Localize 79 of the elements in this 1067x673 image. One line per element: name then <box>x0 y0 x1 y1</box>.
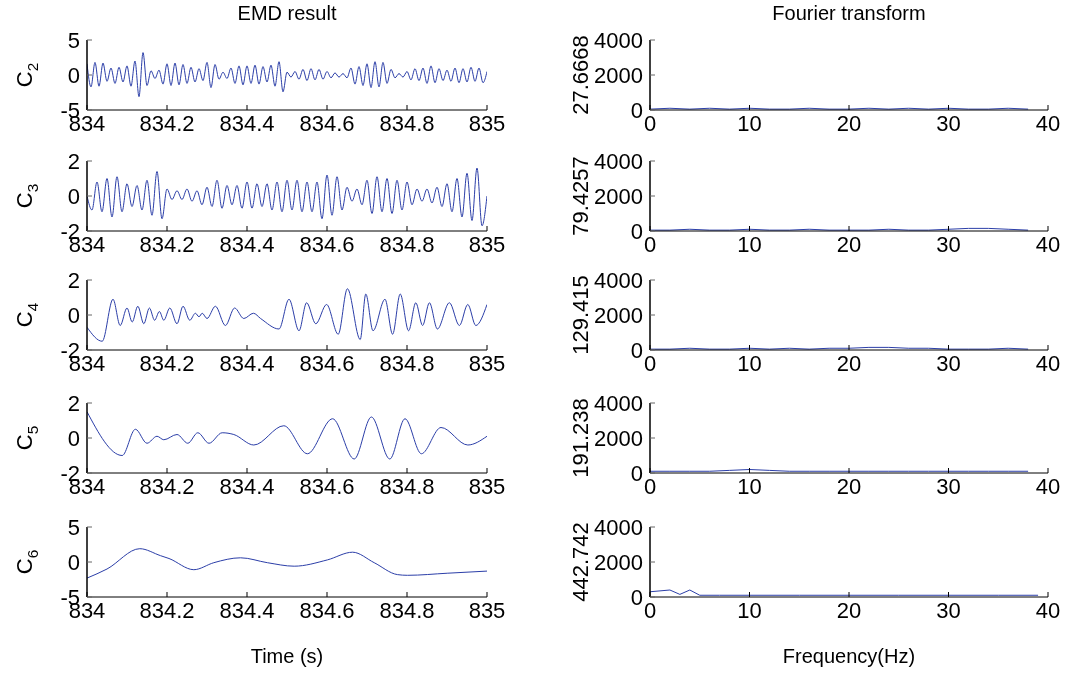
x-tick-label: 834.4 <box>219 350 275 376</box>
x-tick-label: 30 <box>936 473 961 499</box>
y-axis-title: 442.742 <box>567 522 593 602</box>
x-tick-label: 834.6 <box>299 473 355 499</box>
x-tick-label: 834.2 <box>139 110 195 136</box>
x-tick-label: 20 <box>836 231 862 257</box>
y-tick-label: 2 <box>67 148 80 174</box>
y-tick-label: 2000 <box>594 183 643 209</box>
y-tick-label: 2000 <box>594 549 643 575</box>
y-axis-title: 27.6668 <box>567 35 593 115</box>
x-tick-label: 30 <box>936 110 961 136</box>
x-tick-label: 40 <box>1035 231 1061 257</box>
chart-title: EMD result <box>236 2 338 25</box>
y-tick-label: 5 <box>67 27 80 53</box>
y-tick-label: 4000 <box>594 514 643 540</box>
x-tick-label: 40 <box>1035 350 1061 376</box>
x-tick-label: 834.8 <box>379 350 435 376</box>
x-tick-label: 10 <box>737 350 762 376</box>
y-tick-label: 2000 <box>594 425 643 451</box>
x-tick-label: 40 <box>1035 597 1061 623</box>
x-tick-label: 834.2 <box>139 231 195 257</box>
x-tick-label: 40 <box>1035 473 1061 499</box>
x-tick-label: 834.6 <box>299 231 355 257</box>
x-tick-label: 834.4 <box>219 231 275 257</box>
line-series <box>87 411 487 460</box>
line-series <box>87 548 487 579</box>
x-tick-label: 834.8 <box>379 597 435 623</box>
y-tick-label: 0 <box>67 549 80 575</box>
x-tick-label: 834.6 <box>299 110 355 136</box>
x-tick-label: 834.8 <box>379 231 435 257</box>
x-tick-label: 834.4 <box>219 597 275 623</box>
y-tick-label: 5 <box>67 514 80 540</box>
x-tick-label: 10 <box>737 473 762 499</box>
y-axis-title: 79.4257 <box>567 156 593 236</box>
line-series <box>87 167 487 227</box>
x-tick-label: 834.4 <box>219 473 275 499</box>
y-tick-label: 2000 <box>594 62 643 88</box>
x-tick-label: 20 <box>836 350 862 376</box>
x-tick-label: 30 <box>936 231 961 257</box>
y-tick-label: 0 <box>67 183 80 209</box>
x-tick-label: 834.6 <box>299 597 355 623</box>
x-tick-label: 834.2 <box>139 597 195 623</box>
x-tick-label: 835 <box>468 350 506 376</box>
x-tick-label: 30 <box>936 597 961 623</box>
line-series <box>87 288 487 342</box>
x-tick-label: 20 <box>836 110 862 136</box>
x-tick-label: 10 <box>737 110 762 136</box>
chart-title: Fourier transform <box>771 2 927 25</box>
y-tick-label: 0 <box>67 62 80 88</box>
x-tick-label: 835 <box>468 231 506 257</box>
y-tick-label: 2000 <box>594 302 643 328</box>
y-axis-title: 191.238 <box>567 398 593 478</box>
x-tick-label: 834.2 <box>139 473 195 499</box>
y-tick-label: 2 <box>67 267 80 293</box>
x-tick-label: 20 <box>836 473 862 499</box>
y-tick-label: 0 <box>67 425 80 451</box>
y-tick-label: 4000 <box>594 27 643 53</box>
y-tick-label: 4000 <box>594 148 643 174</box>
x-tick-label: 834.2 <box>139 350 195 376</box>
y-tick-label: 2 <box>67 390 80 416</box>
x-tick-label: 835 <box>468 110 506 136</box>
x-axis-title: Frequency(Hz) <box>781 645 917 668</box>
x-tick-label: 834.8 <box>379 110 435 136</box>
x-tick-label: 10 <box>737 597 762 623</box>
x-tick-label: 30 <box>936 350 961 376</box>
x-axis-title: Time (s) <box>249 645 325 668</box>
x-tick-label: 20 <box>836 597 862 623</box>
y-tick-label: 0 <box>67 302 80 328</box>
y-axis-title: 129.415 <box>567 275 593 355</box>
x-tick-label: 834.6 <box>299 350 355 376</box>
x-tick-label: 835 <box>468 597 506 623</box>
line-series <box>87 52 487 98</box>
x-tick-label: 40 <box>1035 110 1061 136</box>
x-tick-label: 834.4 <box>219 110 275 136</box>
x-tick-label: 10 <box>737 231 762 257</box>
y-tick-label: 4000 <box>594 267 643 293</box>
y-tick-label: 4000 <box>594 390 643 416</box>
x-tick-label: 835 <box>468 473 506 499</box>
x-tick-label: 834.8 <box>379 473 435 499</box>
